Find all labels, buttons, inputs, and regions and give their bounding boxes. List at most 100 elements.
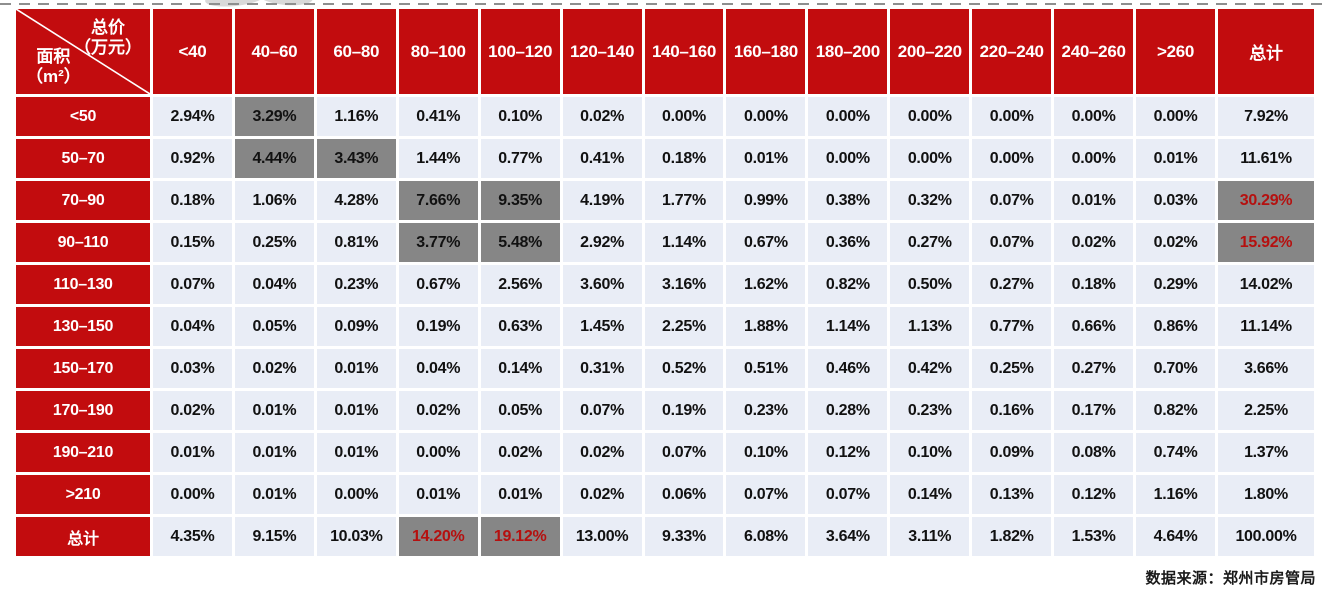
matrix-cell: 0.41% — [398, 97, 478, 136]
matrix-cell: 0.70% — [1136, 349, 1215, 388]
matrix-cell: 0.00% — [972, 97, 1052, 136]
matrix-cell: 3.66% — [1218, 349, 1314, 388]
matrix-cell: 0.02% — [234, 349, 314, 388]
matrix-cell: 1.80% — [1218, 475, 1314, 514]
row-header: 总计 — [16, 517, 150, 556]
matrix-cell: 0.01% — [316, 349, 396, 388]
matrix-cell: 0.08% — [1054, 433, 1134, 472]
matrix-cell: 0.27% — [1054, 349, 1134, 388]
row-header: 50–70 — [16, 139, 150, 178]
matrix-cell: 0.02% — [1136, 223, 1215, 262]
matrix-cell: 1.16% — [1136, 475, 1215, 514]
matrix-cell: 0.17% — [1054, 391, 1134, 430]
matrix-cell: 15.92% — [1218, 223, 1314, 262]
matrix-cell: 1.62% — [726, 265, 806, 304]
matrix-cell: 0.13% — [972, 475, 1052, 514]
matrix-cell: 1.37% — [1218, 433, 1314, 472]
matrix-cell: 0.99% — [726, 181, 806, 220]
matrix-cell: 0.18% — [153, 181, 232, 220]
matrix-cell: 0.00% — [398, 433, 478, 472]
matrix-cell: 0.86% — [1136, 307, 1215, 346]
area-unit: （m²） — [26, 67, 81, 86]
matrix-cell: 9.33% — [644, 517, 724, 556]
price-area-matrix-table: 总价 （万元） 面积 （m²） <40 40–60 60–80 80–100 100–1… — [13, 6, 1317, 559]
matrix-cell: 0.05% — [234, 307, 314, 346]
matrix-cell: 0.52% — [644, 349, 724, 388]
matrix-cell: 0.07% — [726, 475, 806, 514]
row-header: <50 — [16, 97, 150, 136]
matrix-cell: 3.29% — [234, 97, 314, 136]
matrix-cell: 0.10% — [726, 433, 806, 472]
matrix-cell: 2.94% — [153, 97, 232, 136]
matrix-cell: 0.15% — [153, 223, 232, 262]
table-row: 150–170 0.03% 0.02% 0.01% 0.04% 0.14% 0.31% 0.5… — [16, 349, 1314, 388]
col-header: 120–140 — [562, 9, 642, 94]
matrix-cell: 0.81% — [316, 223, 396, 262]
matrix-cell: 0.01% — [1054, 181, 1134, 220]
matrix-cell: 0.23% — [316, 265, 396, 304]
matrix-cell: 5.48% — [480, 223, 560, 262]
matrix-cell: 0.07% — [808, 475, 888, 514]
matrix-cell: 0.82% — [1136, 391, 1215, 430]
matrix-cell: 1.77% — [644, 181, 724, 220]
matrix-cell: 4.44% — [234, 139, 314, 178]
matrix-cell: 2.56% — [480, 265, 560, 304]
matrix-cell: 6.08% — [726, 517, 806, 556]
matrix-cell: 0.66% — [1054, 307, 1134, 346]
matrix-cell: 0.82% — [808, 265, 888, 304]
col-header: 60–80 — [316, 9, 396, 94]
matrix-cell: 0.42% — [890, 349, 970, 388]
matrix-cell: 0.46% — [808, 349, 888, 388]
matrix-cell: 9.15% — [234, 517, 314, 556]
matrix-cell: 3.43% — [316, 139, 396, 178]
table-row: >210 0.00% 0.01% 0.00% 0.01% 0.01% 0.02% 0.06% 0… — [16, 475, 1314, 514]
row-header: 190–210 — [16, 433, 150, 472]
row-header: 110–130 — [16, 265, 150, 304]
matrix-cell: 1.13% — [890, 307, 970, 346]
matrix-cell: 0.67% — [726, 223, 806, 262]
row-header: 170–190 — [16, 391, 150, 430]
matrix-cell: 0.18% — [644, 139, 724, 178]
row-header: 150–170 — [16, 349, 150, 388]
matrix-cell: 0.07% — [644, 433, 724, 472]
matrix-cell: 3.64% — [808, 517, 888, 556]
matrix-cell: 1.06% — [234, 181, 314, 220]
matrix-cell: 0.10% — [480, 97, 560, 136]
matrix-cell: 0.51% — [726, 349, 806, 388]
price-label: 总价 — [91, 18, 125, 37]
matrix-cell: 4.28% — [316, 181, 396, 220]
matrix-cell: 0.03% — [153, 349, 232, 388]
matrix-cell: 0.12% — [1054, 475, 1134, 514]
matrix-cell: 0.00% — [644, 97, 724, 136]
matrix-cell: 0.00% — [890, 139, 970, 178]
matrix-cell: 0.31% — [562, 349, 642, 388]
matrix-cell: 0.07% — [972, 181, 1052, 220]
matrix-cell: 0.04% — [398, 349, 478, 388]
table-row: 110–130 0.07% 0.04% 0.23% 0.67% 2.56% 3.60% 3.1… — [16, 265, 1314, 304]
matrix-cell: 4.19% — [562, 181, 642, 220]
matrix-cell: 0.01% — [234, 391, 314, 430]
matrix-cell: 3.60% — [562, 265, 642, 304]
matrix-cell: 0.02% — [562, 97, 642, 136]
matrix-cell: 4.64% — [1136, 517, 1215, 556]
matrix-cell: 0.23% — [726, 391, 806, 430]
matrix-cell: 13.00% — [562, 517, 642, 556]
col-header: 220–240 — [972, 9, 1052, 94]
matrix-cell: 0.67% — [398, 265, 478, 304]
col-header: >260 — [1136, 9, 1215, 94]
matrix-cell: 0.00% — [1136, 97, 1215, 136]
matrix-cell: 9.35% — [480, 181, 560, 220]
matrix-cell: 14.20% — [398, 517, 478, 556]
matrix-cell: 0.02% — [480, 433, 560, 472]
row-header: 70–90 — [16, 181, 150, 220]
col-header: 40–60 — [234, 9, 314, 94]
matrix-cell: 2.92% — [562, 223, 642, 262]
matrix-cell: 0.23% — [890, 391, 970, 430]
matrix-cell: 0.25% — [972, 349, 1052, 388]
matrix-cell: 0.02% — [562, 475, 642, 514]
col-header: 100–120 — [480, 9, 560, 94]
col-header: 240–260 — [1054, 9, 1134, 94]
matrix-cell: 1.88% — [726, 307, 806, 346]
matrix-cell: 0.10% — [890, 433, 970, 472]
table-row: 170–190 0.02% 0.01% 0.01% 0.02% 0.05% 0.07% 0.1… — [16, 391, 1314, 430]
